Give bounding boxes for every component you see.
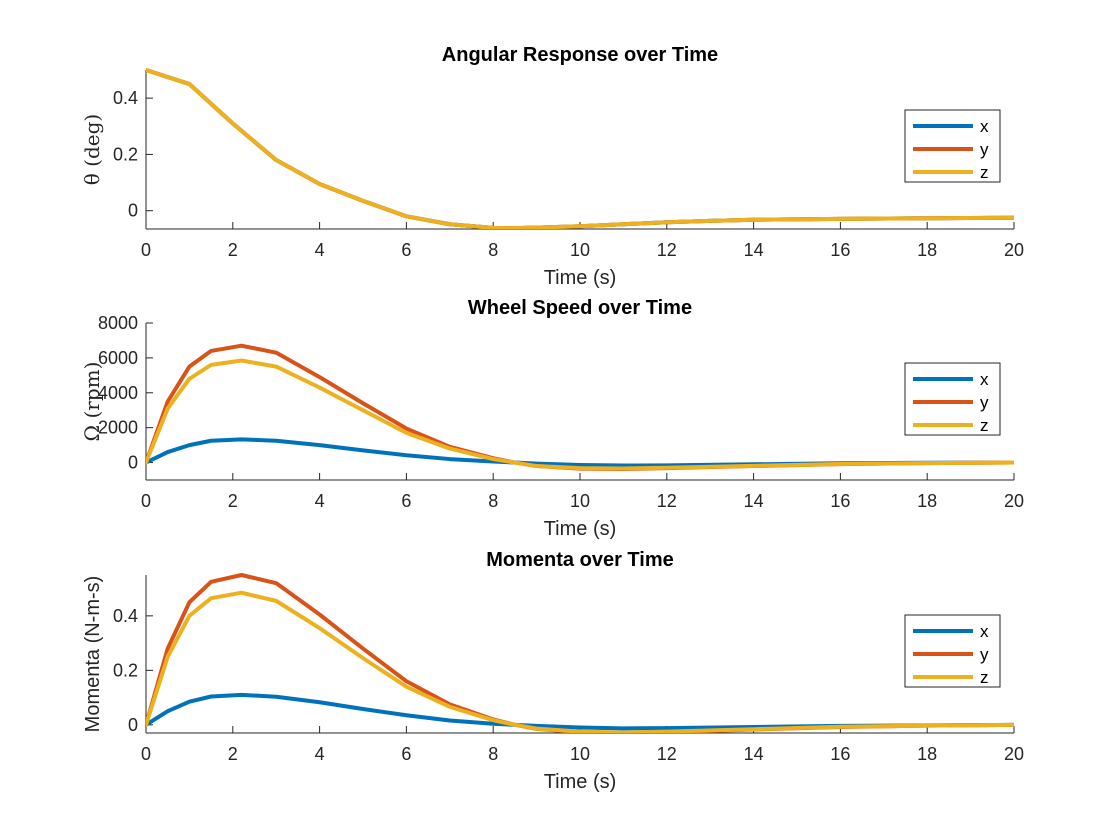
x-tick-label: 10 xyxy=(570,744,590,764)
series-line-z xyxy=(146,68,1014,229)
x-tick-label: 8 xyxy=(488,744,498,764)
x-tick-label: 18 xyxy=(917,240,937,260)
x-tick-label: 16 xyxy=(830,491,850,511)
x-tick-label: 20 xyxy=(1004,744,1024,764)
x-tick-label: 20 xyxy=(1004,240,1024,260)
x-tick-label: 14 xyxy=(744,491,764,511)
y-tick-label: 8000 xyxy=(98,313,138,333)
x-tick-label: 12 xyxy=(657,744,677,764)
legend: xyz xyxy=(904,614,1001,688)
y-tick-label: 6000 xyxy=(98,348,138,368)
x-tick-label: 0 xyxy=(141,744,151,764)
series-line-z xyxy=(146,358,1014,471)
legend-label-x: x xyxy=(980,117,989,136)
x-tick-label: 2 xyxy=(228,240,238,260)
legend-label-y: y xyxy=(980,393,989,412)
x-tick-label: 4 xyxy=(315,240,325,260)
x-tick-label: 6 xyxy=(401,240,411,260)
x-tick-label: 18 xyxy=(917,744,937,764)
x-tick-label: 18 xyxy=(917,491,937,511)
chart-panel-1: Angular Response over Time 0 2 4 6 8 10 12 14 16 1… xyxy=(80,44,1024,289)
legend: xyz xyxy=(904,362,1001,436)
y-tick-label: 2000 xyxy=(98,418,138,438)
y-tick-label: 0 xyxy=(128,201,138,221)
x-tick-label: 14 xyxy=(744,240,764,260)
series-line-x xyxy=(146,68,1014,229)
legend-label-z: z xyxy=(980,416,989,435)
x-tick-label: 12 xyxy=(657,240,677,260)
x-tick-label: 0 xyxy=(141,491,151,511)
x-tick-label: 16 xyxy=(830,240,850,260)
y-tick-label: 0.2 xyxy=(113,144,138,164)
legend-label-y: y xyxy=(980,140,989,159)
series-line-y xyxy=(146,68,1014,229)
y-tick-label: 0.4 xyxy=(113,606,138,626)
x-tick-label: 4 xyxy=(315,744,325,764)
x-tick-label: 12 xyxy=(657,491,677,511)
x-tick-label: 16 xyxy=(830,744,850,764)
y-tick-label: 0.2 xyxy=(113,660,138,680)
x-tick-label: 14 xyxy=(744,744,764,764)
x-axis-label: Time (s) xyxy=(544,518,617,540)
x-tick-label: 10 xyxy=(570,240,590,260)
y-tick-label: 0.4 xyxy=(113,88,138,108)
legend: xyz xyxy=(904,109,1001,183)
x-tick-label: 20 xyxy=(1004,491,1024,511)
series-line-x xyxy=(146,692,1014,731)
legend-label-x: x xyxy=(980,370,989,389)
chart-panel-3: Momenta over Time 0 2 4 6 8 10 12 14 16 18 20 0 0.2 0.… xyxy=(82,549,1024,793)
y-axis-label: θ (deg) xyxy=(80,114,104,185)
x-axis-label: Time (s) xyxy=(544,771,617,793)
y-axis-label: Ω (rpm) xyxy=(80,362,104,442)
y-tick-label: 0 xyxy=(128,453,138,473)
x-tick-label: 6 xyxy=(401,744,411,764)
x-tick-label: 4 xyxy=(315,491,325,511)
x-tick-label: 6 xyxy=(401,491,411,511)
chart-panel-2: Wheel Speed over Time 0 2 4 6 8 10 12 14 16 18 20 0 2… xyxy=(80,297,1024,540)
legend-label-x: x xyxy=(980,622,989,641)
x-tick-label: 10 xyxy=(570,491,590,511)
x-tick-label: 2 xyxy=(228,744,238,764)
x-tick-label: 8 xyxy=(488,240,498,260)
legend-label-y: y xyxy=(980,645,989,664)
x-axis-label: Time (s) xyxy=(544,267,617,289)
y-tick-label: 0 xyxy=(128,715,138,735)
legend-label-z: z xyxy=(980,163,989,182)
x-tick-label: 0 xyxy=(141,240,151,260)
x-tick-label: 8 xyxy=(488,491,498,511)
chart-title: Wheel Speed over Time xyxy=(468,297,692,319)
chart-title: Angular Response over Time xyxy=(442,44,718,66)
y-tick-label: 4000 xyxy=(98,383,138,403)
chart-title: Momenta over Time xyxy=(486,549,673,571)
series-line-y xyxy=(146,343,1014,472)
series-line-y xyxy=(146,573,1014,733)
x-tick-label: 2 xyxy=(228,491,238,511)
legend-label-z: z xyxy=(980,668,989,687)
series-line-z xyxy=(146,590,1014,733)
y-axis-label: Momenta (N-m-s) xyxy=(82,576,104,733)
